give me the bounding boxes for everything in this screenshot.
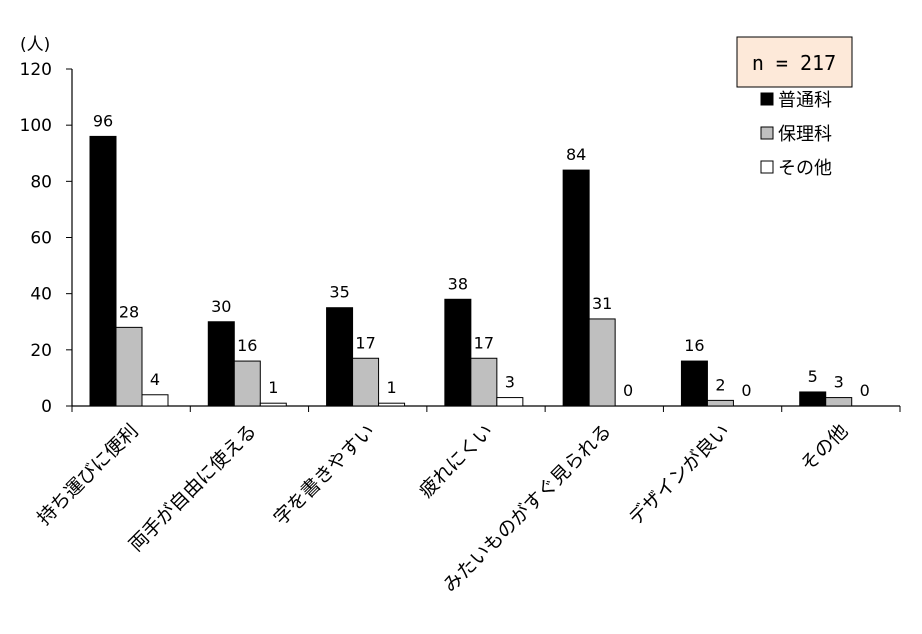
legend-label: 普通科 [778, 90, 832, 111]
data-label: 0 [860, 381, 870, 400]
y-axis-unit-label: (人) [20, 35, 50, 55]
data-label: 35 [329, 283, 349, 302]
data-label: 30 [211, 297, 231, 316]
data-label: 3 [505, 373, 515, 392]
bar [326, 307, 354, 407]
data-label: 5 [808, 367, 818, 386]
data-label: 1 [386, 378, 396, 397]
y-tick-label: 40 [30, 285, 52, 305]
bar [352, 357, 380, 407]
bar [706, 399, 734, 407]
data-label: 0 [741, 381, 751, 400]
sample-size-label: n = 217 [752, 51, 836, 75]
data-label: 28 [119, 302, 139, 321]
category-label: その他 [797, 420, 853, 476]
y-tick-label: 0 [41, 397, 52, 417]
y-tick-label: 20 [30, 341, 52, 361]
bar [115, 326, 143, 407]
category-label: 字を書きやすい [270, 420, 380, 530]
y-tick-label: 60 [30, 229, 52, 249]
bar [588, 318, 616, 407]
bar [799, 391, 827, 407]
data-label: 96 [93, 111, 113, 130]
data-label: 38 [448, 274, 468, 293]
bars [89, 135, 853, 407]
category-label: 両手が自由に使える [125, 420, 261, 556]
data-label: 1 [268, 378, 278, 397]
legend-label: その他 [778, 158, 832, 179]
data-label: 31 [592, 294, 612, 313]
data-label: 16 [237, 336, 257, 355]
bar [680, 360, 708, 407]
bar [444, 298, 472, 407]
data-label: 0 [623, 381, 633, 400]
legend-swatch [760, 92, 774, 106]
legend-swatch [760, 160, 774, 174]
bar [259, 402, 287, 407]
bar [470, 357, 498, 407]
bar [233, 360, 261, 407]
data-label: 4 [150, 370, 160, 389]
legend-label: 保理科 [778, 124, 832, 145]
bar [378, 402, 406, 407]
bar [89, 135, 117, 407]
legend-swatch [760, 126, 774, 140]
bar [207, 321, 235, 407]
y-tick-label: 100 [20, 116, 52, 136]
category-label: デザインが良い [624, 420, 734, 530]
y-tick-label: 120 [20, 60, 52, 80]
data-label: 17 [355, 333, 375, 352]
data-label: 17 [474, 333, 494, 352]
y-tick-label: 80 [30, 172, 52, 192]
data-label: 16 [684, 336, 704, 355]
sample-size-box [736, 36, 853, 88]
bar [496, 397, 524, 407]
category-label: 疲れにくい [415, 420, 497, 502]
data-label: 3 [834, 373, 844, 392]
bar [825, 397, 853, 407]
bar [562, 169, 590, 407]
data-label: 84 [566, 145, 586, 164]
bar [141, 394, 169, 407]
data-label: 2 [715, 375, 725, 394]
category-label: 持ち運びに便利 [33, 420, 143, 530]
